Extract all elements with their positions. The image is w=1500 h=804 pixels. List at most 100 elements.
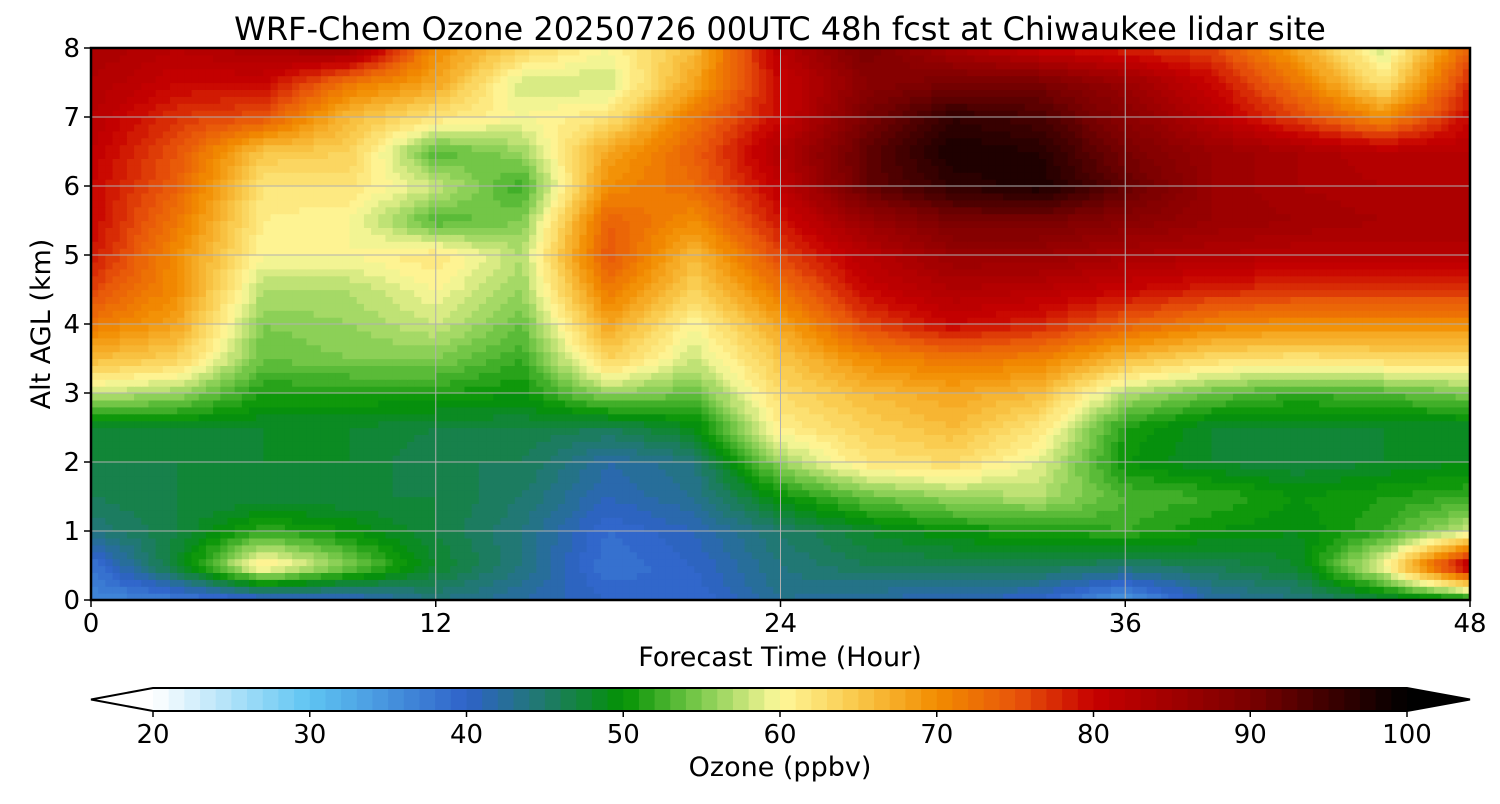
heat-cell xyxy=(715,434,724,442)
heat-cell xyxy=(493,434,501,442)
heat-cell xyxy=(1412,558,1421,567)
heat-cell xyxy=(1268,531,1277,539)
heat-cell xyxy=(931,441,940,449)
heat-cell xyxy=(1161,579,1169,587)
heat-cell xyxy=(428,496,437,504)
heat-cell xyxy=(170,593,178,600)
heat-cell xyxy=(1261,593,1270,600)
heat-cell xyxy=(644,462,652,470)
heat-cell xyxy=(148,524,157,532)
heat-cell xyxy=(679,475,688,484)
heat-cell xyxy=(198,496,207,504)
heat-cell xyxy=(1304,593,1313,600)
heat-cell xyxy=(1225,475,1234,484)
heat-cell xyxy=(780,579,789,587)
heat-cell xyxy=(1017,551,1026,560)
heat-cell xyxy=(873,537,882,546)
heat-cell xyxy=(500,551,509,560)
heat-cell xyxy=(220,468,229,477)
heat-cell xyxy=(679,565,688,573)
heat-cell xyxy=(687,524,695,532)
heat-cell xyxy=(550,503,559,511)
heat-cell xyxy=(1448,537,1457,546)
heat-cell xyxy=(1434,489,1442,498)
heat-cell xyxy=(342,593,351,600)
heat-cell xyxy=(270,517,279,525)
heat-cell xyxy=(1419,531,1428,539)
heat-cell xyxy=(1225,448,1234,456)
heat-cell xyxy=(1283,489,1292,498)
heat-cell xyxy=(694,586,703,594)
heat-cell xyxy=(91,544,99,553)
heat-cell xyxy=(636,531,645,539)
heat-cell xyxy=(471,482,480,491)
heat-cell xyxy=(1074,503,1083,511)
heat-cell xyxy=(1096,496,1105,504)
heat-cell xyxy=(715,558,724,567)
heat-cell xyxy=(1103,434,1112,442)
heat-cell xyxy=(1376,434,1385,442)
heat-cell xyxy=(1118,544,1126,553)
heat-cell xyxy=(421,579,430,587)
heat-cell xyxy=(1355,572,1363,580)
heat-cell xyxy=(105,441,114,449)
heat-cell xyxy=(751,551,760,560)
heat-cell xyxy=(335,455,343,463)
heat-cell xyxy=(1039,441,1047,449)
heat-cell xyxy=(1189,489,1198,498)
heat-cell xyxy=(119,482,128,491)
heat-cell xyxy=(500,524,509,532)
heat-cell xyxy=(442,441,451,449)
heat-cell xyxy=(478,489,487,498)
heat-cell xyxy=(177,482,185,491)
heat-cell xyxy=(852,572,861,580)
heat-cell xyxy=(1017,593,1026,600)
heat-cell xyxy=(1067,579,1076,587)
heat-cell xyxy=(665,551,674,560)
heat-cell xyxy=(1118,489,1126,498)
heat-cell xyxy=(1218,441,1227,449)
heat-cell xyxy=(644,537,652,546)
heat-cell xyxy=(1311,427,1320,435)
heat-cell xyxy=(579,579,588,587)
heat-cell xyxy=(1441,524,1450,532)
heat-cell xyxy=(442,455,451,463)
heat-cell xyxy=(1434,586,1442,594)
heat-cell xyxy=(787,482,796,491)
heat-cell xyxy=(450,537,458,546)
heat-cell xyxy=(1017,524,1026,532)
heat-cell xyxy=(737,524,746,532)
heat-cell xyxy=(873,586,882,594)
heat-cell xyxy=(112,537,121,546)
heat-cell xyxy=(234,593,243,600)
heat-cell xyxy=(514,496,523,504)
heat-cell xyxy=(134,489,142,498)
heat-cell xyxy=(141,524,150,532)
heat-cell xyxy=(1276,420,1284,429)
heat-cell xyxy=(816,468,825,477)
heat-cell xyxy=(1412,441,1421,449)
heat-cell xyxy=(773,586,782,594)
heat-cell xyxy=(478,586,487,594)
heat-cell xyxy=(1240,593,1248,600)
heat-cell xyxy=(320,551,329,560)
heat-cell xyxy=(1268,482,1277,491)
heat-cell xyxy=(1125,482,1134,491)
heat-cell xyxy=(622,558,631,567)
heat-cell xyxy=(672,434,681,442)
heat-cell xyxy=(644,448,652,456)
heat-cell xyxy=(112,455,121,463)
heat-cell xyxy=(1297,510,1306,518)
heat-cell xyxy=(1110,427,1119,435)
heat-cell xyxy=(1383,420,1392,429)
heat-cell xyxy=(543,448,552,456)
heat-cell xyxy=(1017,503,1026,511)
heat-cell xyxy=(1146,531,1155,539)
heat-cell xyxy=(1462,586,1470,594)
heat-cell xyxy=(1254,503,1263,511)
heat-cell xyxy=(263,503,272,511)
heat-cell xyxy=(1276,448,1284,456)
heat-cell xyxy=(306,482,315,491)
heat-cell xyxy=(816,537,825,546)
heat-cell xyxy=(902,441,911,449)
